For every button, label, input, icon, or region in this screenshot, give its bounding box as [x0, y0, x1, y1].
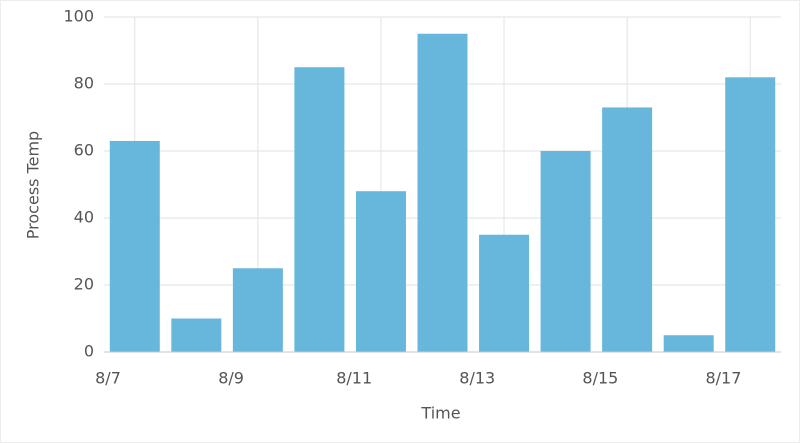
- x-tick-label: 8/9: [218, 369, 244, 388]
- bar: [417, 33, 468, 352]
- x-tick-label: 8/15: [582, 369, 618, 388]
- y-tick-label: 60: [74, 141, 94, 160]
- y-tick-label: 0: [84, 342, 94, 361]
- y-tick-label: 100: [63, 7, 94, 26]
- bar: [540, 151, 591, 352]
- bar: [232, 268, 283, 352]
- x-tick-label: 8/7: [95, 369, 121, 388]
- bar: [602, 107, 653, 352]
- x-tick-label: 8/11: [336, 369, 372, 388]
- x-tick-label: 8/13: [459, 369, 495, 388]
- y-axis-title: Process Temp: [24, 131, 43, 239]
- bar: [663, 335, 714, 352]
- bar: [171, 318, 222, 352]
- y-tick-label: 40: [74, 208, 94, 227]
- y-tick-label: 20: [74, 275, 94, 294]
- bar: [355, 191, 406, 352]
- bar: [294, 67, 345, 352]
- x-tick-label: 8/17: [705, 369, 741, 388]
- bar: [479, 234, 530, 352]
- y-tick-label: 80: [74, 74, 94, 93]
- x-axis-title: Time: [420, 404, 460, 423]
- bar: [725, 77, 776, 353]
- bar: [109, 140, 160, 352]
